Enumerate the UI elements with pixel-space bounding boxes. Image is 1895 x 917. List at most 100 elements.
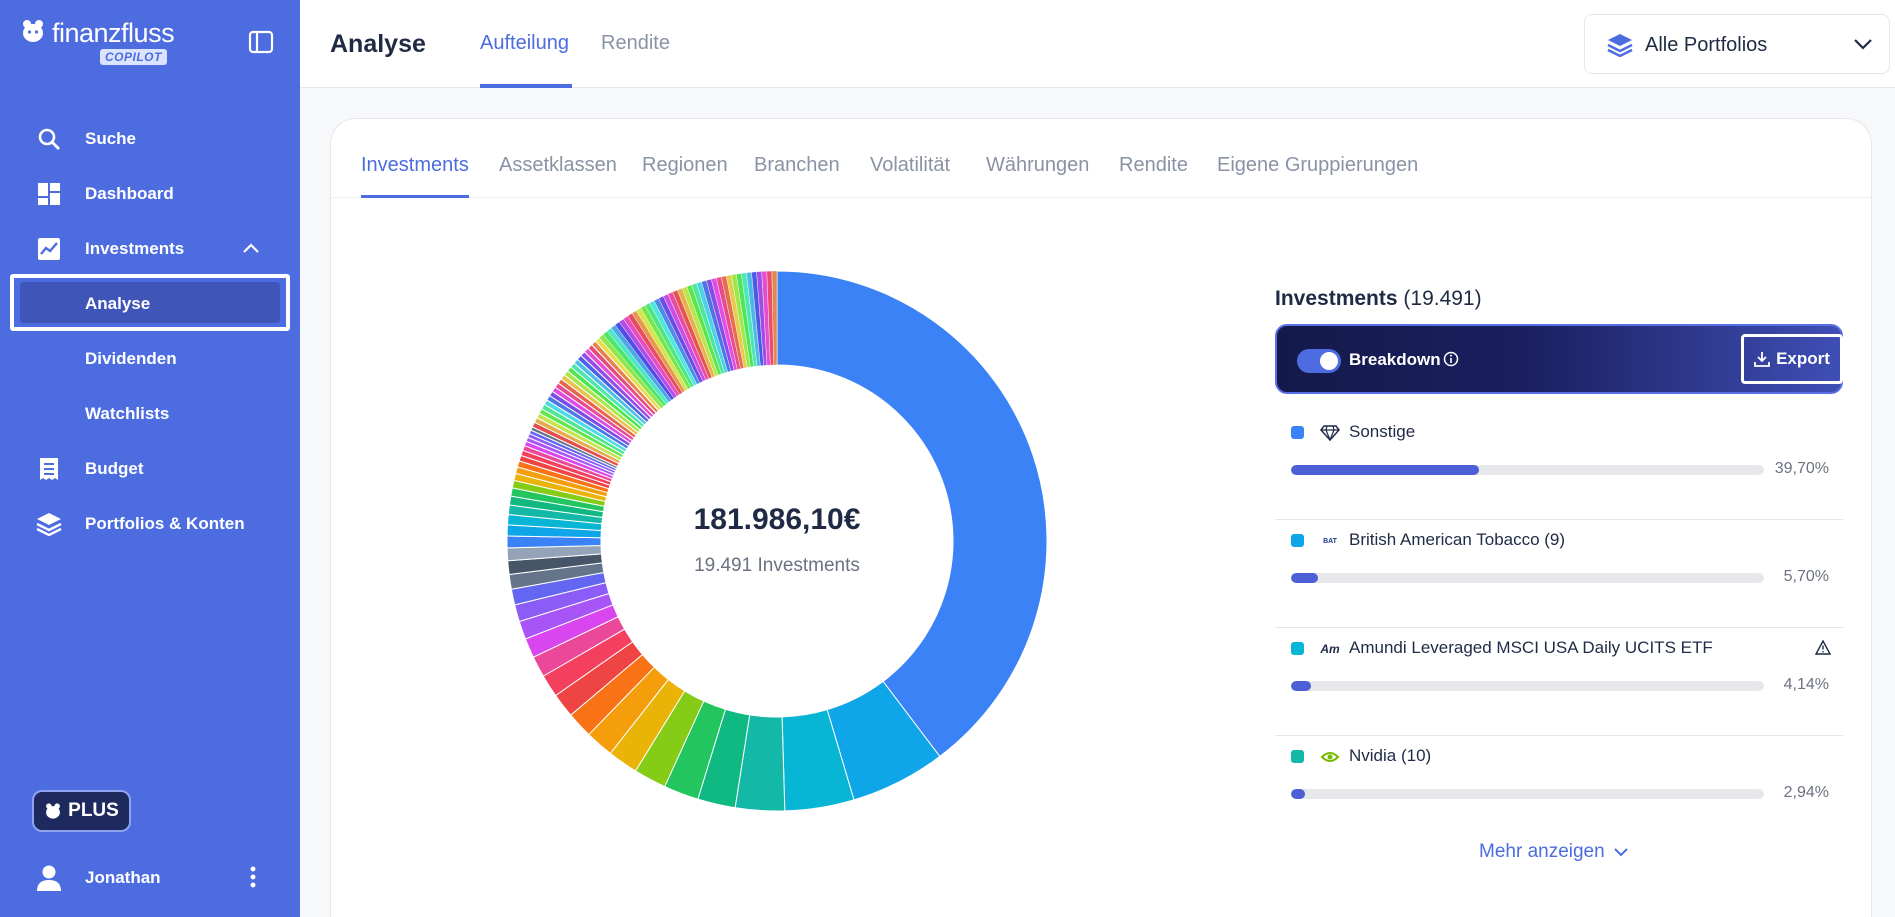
receipt-icon xyxy=(36,456,62,482)
sidebar-item-suche[interactable]: Suche xyxy=(0,119,300,159)
investment-name: British American Tobacco (9) xyxy=(1349,530,1566,549)
share-percent: 5,70% xyxy=(1783,568,1829,585)
nvidia-logo-icon xyxy=(1319,748,1341,766)
donut-slice[interactable] xyxy=(771,270,778,366)
tab-eigene-gruppierungen[interactable]: Eigene Gruppierungen xyxy=(1217,154,1419,176)
show-more-button[interactable]: Mehr anzeigen xyxy=(1479,841,1629,863)
list-item[interactable]: BAT British American Tobacco (9) 5,70% xyxy=(1275,520,1843,628)
page-title: Analyse xyxy=(330,30,426,58)
sidebar-item-label: Budget xyxy=(85,459,144,478)
copilot-badge: COPILOT xyxy=(100,49,167,65)
share-percent: 4,14% xyxy=(1783,676,1829,693)
chevron-down-icon xyxy=(1613,848,1628,857)
sidebar-item-dividenden[interactable]: Dividenden xyxy=(85,349,177,368)
breakdown-label: Breakdown xyxy=(1349,350,1441,369)
portfolio-select-value: Alle Portfolios xyxy=(1645,34,1768,56)
active-tab-indicator xyxy=(480,84,572,88)
sidebar-item-dashboard[interactable]: Dashboard xyxy=(0,174,300,214)
donut-slice[interactable] xyxy=(776,270,1048,758)
donut-total-value: 181.986,10€ xyxy=(693,503,861,536)
share-progress-bar xyxy=(1291,573,1764,583)
list-item[interactable]: Nvidia (10) 2,94% xyxy=(1275,736,1843,844)
investment-name: Amundi Leveraged MSCI USA Daily UCITS ET… xyxy=(1349,638,1713,657)
color-swatch xyxy=(1291,642,1304,655)
sidebar-item-portfolios[interactable]: Portfolios & Konten xyxy=(0,504,300,544)
warning-icon[interactable] xyxy=(1814,639,1832,660)
download-icon xyxy=(1754,352,1770,367)
share-progress-fill xyxy=(1291,681,1311,691)
sidebar-item-label: Portfolios & Konten xyxy=(85,514,245,533)
export-label: Export xyxy=(1776,349,1830,368)
tab-rendite-sub[interactable]: Rendite xyxy=(1119,154,1188,176)
chevron-up-icon[interactable] xyxy=(242,239,260,259)
dashboard-icon xyxy=(36,181,62,207)
color-swatch xyxy=(1291,426,1304,439)
bat-logo-icon: BAT xyxy=(1323,537,1337,545)
hamster-icon xyxy=(23,20,43,42)
donut-chart-svg xyxy=(506,270,1048,812)
portfolio-select[interactable]: Alle Portfolios xyxy=(1584,14,1890,74)
category-tabs: Investments Assetklassen Regionen Branch… xyxy=(331,119,1871,198)
investments-title: Investments xyxy=(1275,287,1398,310)
share-percent: 2,94% xyxy=(1783,784,1829,801)
share-progress-bar xyxy=(1291,681,1764,691)
brand-name: finanzfluss xyxy=(52,18,175,48)
app-logo[interactable]: finanzfluss xyxy=(20,18,175,49)
investment-name: Sonstige xyxy=(1349,422,1416,441)
more-vertical-icon[interactable] xyxy=(250,866,256,893)
investments-count: (19.491) xyxy=(1403,287,1482,310)
diamond-icon xyxy=(1319,424,1341,442)
tab-aufteilung[interactable]: Aufteilung xyxy=(480,32,569,54)
sidebar: finanzfluss COPILOT Suche Dashboard Inve… xyxy=(0,0,300,917)
show-more-label: Mehr anzeigen xyxy=(1479,841,1605,862)
user-avatar-icon xyxy=(36,864,62,897)
export-button[interactable]: Export xyxy=(1741,334,1843,384)
plus-upgrade-button[interactable]: PLUS xyxy=(32,790,131,832)
sidebar-item-label: Dashboard xyxy=(85,184,174,203)
sidebar-toggle-button[interactable] xyxy=(248,30,274,54)
breakdown-bar: Breakdown Export xyxy=(1275,324,1843,394)
share-progress-fill xyxy=(1291,573,1318,583)
tab-rendite[interactable]: Rendite xyxy=(601,32,670,54)
donut-chart: 181.986,10€ 19.491 Investments xyxy=(506,270,1048,812)
tab-branchen[interactable]: Branchen xyxy=(754,154,840,176)
investments-heading: Investments (19.491) xyxy=(1275,287,1482,311)
search-icon xyxy=(36,126,62,152)
tab-waehrungen[interactable]: Währungen xyxy=(986,154,1090,176)
color-swatch xyxy=(1291,534,1304,547)
amundi-logo-icon: Am xyxy=(1320,642,1340,656)
investment-name: Nvidia (10) xyxy=(1349,746,1432,765)
plus-label: PLUS xyxy=(68,800,119,821)
sidebar-item-watchlists[interactable]: Watchlists xyxy=(85,404,170,423)
tab-volatilitaet[interactable]: Volatilität xyxy=(870,154,951,176)
sidebar-item-label: Investments xyxy=(85,239,185,258)
list-item[interactable]: Sonstige 39,70% xyxy=(1275,412,1843,520)
sidebar-panel-icon xyxy=(248,30,274,54)
breakdown-toggle[interactable] xyxy=(1297,349,1341,373)
info-icon[interactable] xyxy=(1443,351,1459,372)
tab-assetklassen[interactable]: Assetklassen xyxy=(499,154,617,176)
chevron-down-icon xyxy=(1853,37,1873,56)
share-progress-fill xyxy=(1291,465,1479,475)
share-percent: 39,70% xyxy=(1774,460,1829,477)
donut-subtitle: 19.491 Investments xyxy=(694,555,860,576)
sidebar-item-budget[interactable]: Budget xyxy=(0,449,300,489)
layers-icon xyxy=(36,511,62,537)
user-menu[interactable]: Jonathan xyxy=(0,858,300,898)
share-progress-bar xyxy=(1291,789,1764,799)
list-item[interactable]: Am Amundi Leveraged MSCI USA Daily UCITS… xyxy=(1275,628,1843,736)
chart-line-icon xyxy=(36,236,62,262)
sidebar-item-analyse[interactable]: Analyse xyxy=(85,294,151,313)
toggle-knob xyxy=(1320,352,1338,370)
top-header: Analyse Aufteilung Rendite Alle Portfoli… xyxy=(300,0,1895,88)
layers-icon xyxy=(1607,33,1633,62)
share-progress-bar xyxy=(1291,465,1764,475)
color-swatch xyxy=(1291,750,1304,763)
active-item-highlight xyxy=(20,282,280,323)
tab-investments[interactable]: Investments xyxy=(361,154,469,176)
active-item-outline xyxy=(10,274,290,331)
tab-regionen[interactable]: Regionen xyxy=(642,154,728,176)
share-progress-fill xyxy=(1291,789,1305,799)
sidebar-item-investments[interactable]: Investments xyxy=(0,229,300,269)
active-subtab-indicator xyxy=(361,195,469,198)
